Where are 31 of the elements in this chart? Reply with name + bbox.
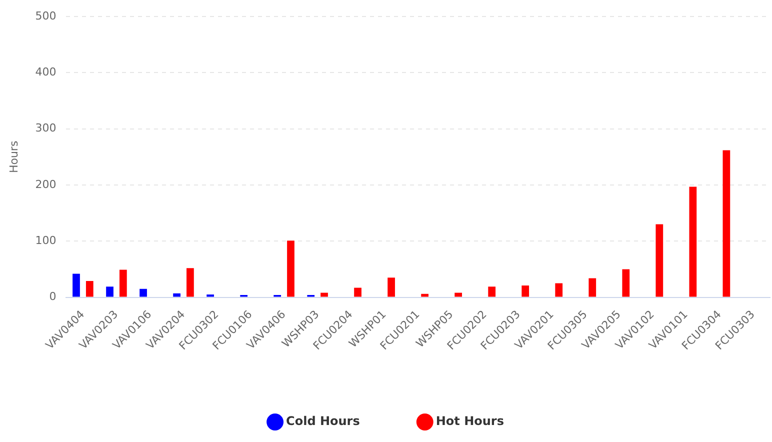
bar <box>388 278 395 297</box>
bar <box>722 150 730 297</box>
bar <box>454 292 462 297</box>
bar <box>320 292 328 297</box>
bar <box>622 269 630 297</box>
bar <box>140 288 147 297</box>
y-tick-label: 200 <box>35 178 56 191</box>
bar <box>119 270 127 297</box>
y-tick-label: 100 <box>35 234 56 247</box>
bar <box>86 280 94 297</box>
y-tick-label: 300 <box>35 122 56 135</box>
bar <box>72 274 80 297</box>
bar <box>588 278 596 297</box>
bar <box>488 286 496 297</box>
y-axis-title: Hours <box>7 140 20 174</box>
bar <box>287 240 294 297</box>
bar <box>656 224 664 297</box>
bar <box>354 288 362 297</box>
y-tick-label: 400 <box>35 66 56 79</box>
bar <box>522 285 530 297</box>
bar <box>689 186 697 297</box>
bar <box>186 268 194 297</box>
bar <box>555 283 563 297</box>
y-tick-label: 500 <box>35 9 56 22</box>
legend-label: Hot Hours <box>436 414 504 428</box>
legend-label: Cold Hours <box>286 414 360 428</box>
bar <box>173 293 180 297</box>
bar <box>106 286 114 297</box>
y-tick-label: 0 <box>49 290 56 304</box>
bar <box>421 294 428 297</box>
bar <box>206 294 214 297</box>
